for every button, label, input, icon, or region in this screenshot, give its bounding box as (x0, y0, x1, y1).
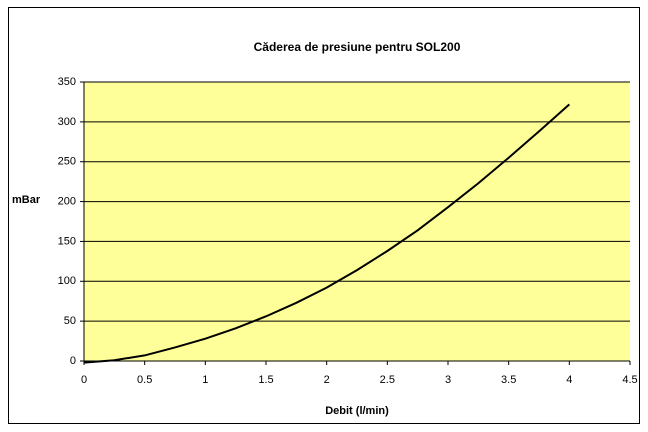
y-tick-label: 150 (58, 235, 76, 247)
y-tick-label: 100 (58, 275, 76, 287)
plot-area (84, 82, 630, 361)
x-tick-label: 1 (202, 374, 208, 386)
y-tick-label: 300 (58, 116, 76, 128)
x-tick-label: 2 (324, 374, 330, 386)
y-tick-label: 50 (64, 315, 76, 327)
data-line (83, 103, 570, 364)
x-tick-label: 0 (81, 374, 87, 386)
x-tick-label: 2.5 (380, 374, 395, 386)
x-tick-label: 3.5 (501, 374, 516, 386)
x-tick-label: 3 (445, 374, 451, 386)
y-tick-label: 350 (58, 76, 76, 88)
y-tick-label: 250 (58, 156, 76, 168)
x-tick-label: 0.5 (137, 374, 152, 386)
y-tick-label: 0 (70, 355, 76, 367)
x-tick-label: 4.5 (622, 374, 637, 386)
x-axis-label: Debit (l/min) (325, 405, 389, 417)
chart-title: Căderea de presiune pentru SOL200 (254, 40, 461, 54)
x-tick-label: 1.5 (258, 374, 273, 386)
x-tick-label: 4 (566, 374, 572, 386)
y-axis-label: mBar (12, 194, 41, 206)
y-tick-label: 200 (58, 195, 76, 207)
